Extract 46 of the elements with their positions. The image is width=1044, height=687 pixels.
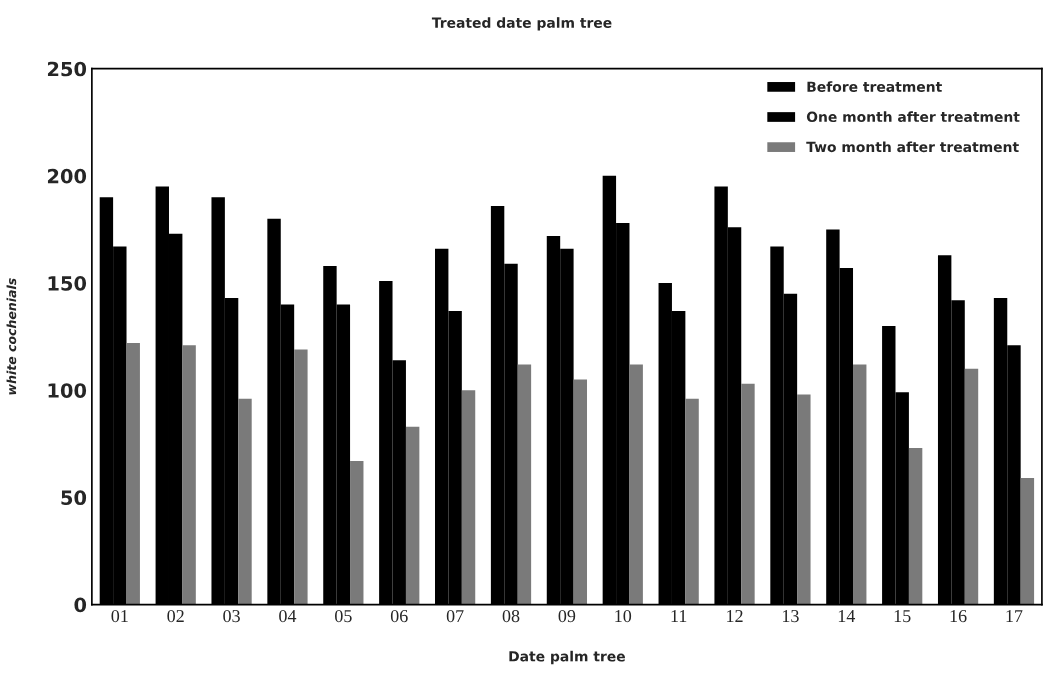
legend-label: Two month after treatment bbox=[806, 141, 1019, 153]
x-tick-label: 13 bbox=[782, 609, 799, 623]
bar bbox=[741, 383, 755, 605]
x-tick-label: 10 bbox=[615, 609, 632, 623]
y-tick-label: 150 bbox=[48, 276, 87, 291]
y-tick-label: 0 bbox=[74, 597, 87, 613]
y-axis-title: white cochenials bbox=[6, 278, 17, 395]
x-tick-label: 03 bbox=[223, 609, 240, 623]
bar bbox=[238, 398, 252, 605]
bar bbox=[517, 364, 532, 605]
x-tick-label: 08 bbox=[502, 609, 520, 623]
x-axis-title: Date palm tree bbox=[509, 650, 625, 665]
bar bbox=[573, 379, 588, 605]
y-tick-label: 200 bbox=[47, 168, 87, 184]
bar bbox=[797, 394, 811, 605]
bar bbox=[1020, 478, 1035, 605]
bar bbox=[629, 364, 643, 605]
x-tick-label: 01 bbox=[111, 609, 128, 623]
bar bbox=[126, 343, 140, 605]
bar bbox=[853, 364, 867, 605]
x-tick-label: 02 bbox=[167, 609, 184, 623]
bar bbox=[294, 349, 308, 605]
bar bbox=[405, 426, 420, 605]
bar bbox=[685, 398, 699, 605]
chart-title: Treated date palm tree bbox=[431, 17, 612, 31]
y-tick-label: 250 bbox=[47, 61, 87, 77]
y-tick-label: 50 bbox=[61, 490, 87, 506]
y-tick-label: 100 bbox=[48, 383, 87, 398]
x-tick-label: 06 bbox=[390, 609, 408, 623]
x-tick-label: 17 bbox=[1006, 610, 1023, 622]
legend-label: Before treatment bbox=[807, 81, 942, 92]
x-tick-label: 11 bbox=[671, 610, 687, 622]
x-tick-label: 12 bbox=[727, 609, 743, 622]
x-tick-label: 04 bbox=[279, 609, 297, 623]
x-tick-label: 05 bbox=[335, 609, 352, 623]
bar bbox=[182, 345, 196, 605]
bar bbox=[461, 390, 476, 605]
x-tick-label: 09 bbox=[558, 609, 576, 623]
legend-label: One month after treatment bbox=[806, 111, 1020, 123]
x-tick-label: 07 bbox=[446, 609, 464, 623]
bar bbox=[908, 448, 923, 605]
x-tick-label: 16 bbox=[950, 609, 967, 623]
x-tick-label: 15 bbox=[894, 610, 911, 623]
x-tick-label: 14 bbox=[838, 610, 856, 622]
bar bbox=[964, 368, 979, 605]
bar bbox=[350, 460, 364, 605]
